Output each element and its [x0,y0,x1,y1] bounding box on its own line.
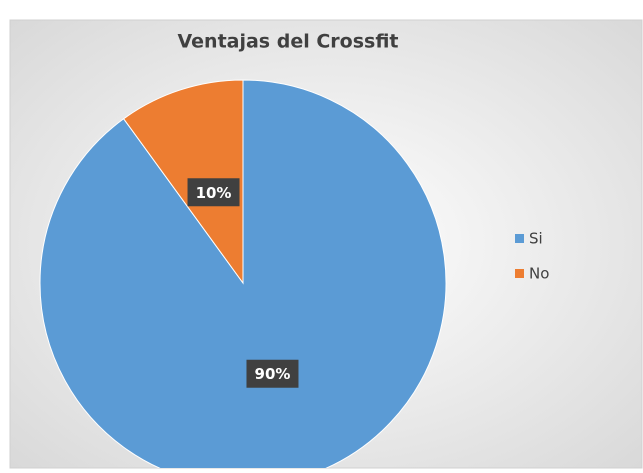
pie [39,79,447,468]
chart-title: Ventajas del Crossfit [177,31,398,53]
legend-label: Si [529,230,543,248]
data-label: 10% [187,178,240,207]
pie-slice [122,79,244,285]
legend-swatch [515,269,524,278]
legend: Si No [515,230,549,283]
data-labels: 90% 10% [187,178,299,388]
data-label-box [187,178,240,207]
data-label-text: 10% [196,184,232,202]
legend-label: No [529,265,549,283]
data-label-box [246,359,299,388]
legend-swatch [515,234,524,243]
data-label-text: 90% [255,365,291,383]
data-label: 90% [246,359,299,388]
